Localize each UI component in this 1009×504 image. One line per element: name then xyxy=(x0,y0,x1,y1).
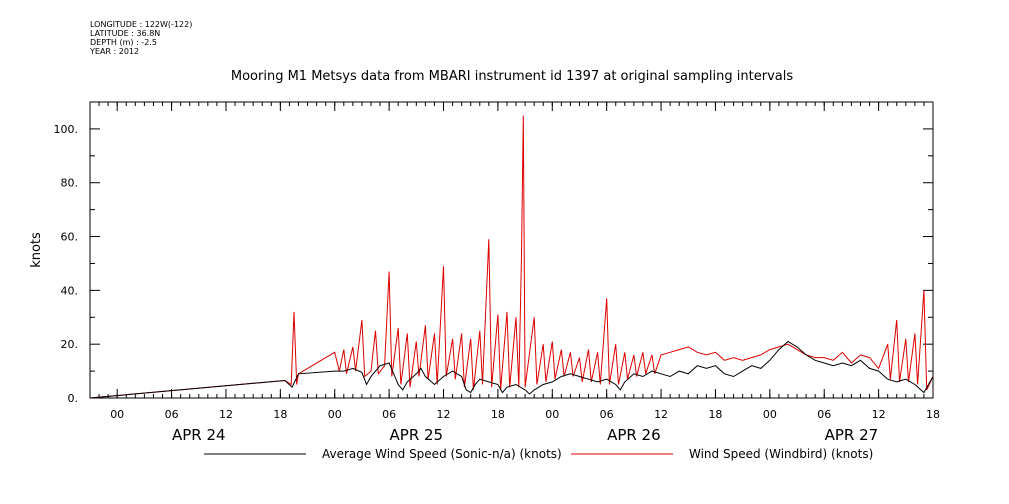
axis-ticks: 00 06 12 18 00 06 12 18 00 06 12 18 00 06 12 18 APR 24 AP… xyxy=(54,102,940,444)
meta-latitude: LATITUDE : 36.8N xyxy=(90,29,161,38)
y-tick-label: 40. xyxy=(61,284,79,297)
x-day-label: APR 24 xyxy=(172,426,226,444)
x-tick-label: 00 xyxy=(763,408,777,421)
meta-depth: DEPTH (m) : -2.5 xyxy=(90,38,157,47)
meta-longitude: LONGITUDE : 122W(-122) xyxy=(90,20,193,29)
x-tick-label: 18 xyxy=(273,408,287,421)
metadata-block: LONGITUDE : 122W(-122) LATITUDE : 36.8N … xyxy=(90,20,192,56)
x-tick-label: 18 xyxy=(491,408,505,421)
chart-title: Mooring M1 Metsys data from MBARI instru… xyxy=(231,69,793,84)
meta-year: YEAR : 2012 xyxy=(90,47,140,56)
series-layer xyxy=(89,115,934,399)
legend-label-1: Wind Speed (Windbird) (knots) xyxy=(689,447,873,461)
series-line-0 xyxy=(89,340,934,399)
x-day-label: APR 26 xyxy=(607,426,661,444)
plot-frame xyxy=(89,101,934,399)
x-tick-label: 06 xyxy=(382,408,396,421)
x-tick-label: 06 xyxy=(817,408,831,421)
y-tick-label: 20. xyxy=(61,338,79,351)
x-day-label: APR 27 xyxy=(825,426,879,444)
x-tick-label: 18 xyxy=(926,408,940,421)
x-tick-label: 06 xyxy=(165,408,179,421)
x-tick-label: 00 xyxy=(110,408,124,421)
x-tick-label: 12 xyxy=(654,408,668,421)
x-day-label: APR 25 xyxy=(390,426,444,444)
y-tick-label: 0. xyxy=(68,392,79,405)
y-tick-label: 60. xyxy=(61,231,79,244)
legend: Average Wind Speed (Sonic-n/a) (knots) Wi… xyxy=(204,447,873,461)
x-tick-label: 12 xyxy=(437,408,451,421)
legend-label-0: Average Wind Speed (Sonic-n/a) (knots) xyxy=(322,447,562,461)
x-tick-label: 00 xyxy=(328,408,342,421)
x-tick-label: 12 xyxy=(872,408,886,421)
x-tick-label: 06 xyxy=(600,408,614,421)
y-axis-label: knots xyxy=(29,232,44,268)
x-tick-label: 12 xyxy=(219,408,233,421)
x-tick-label: 18 xyxy=(708,408,722,421)
y-tick-label: 80. xyxy=(61,177,79,190)
x-tick-label: 00 xyxy=(545,408,559,421)
y-tick-label: 100. xyxy=(54,123,79,136)
